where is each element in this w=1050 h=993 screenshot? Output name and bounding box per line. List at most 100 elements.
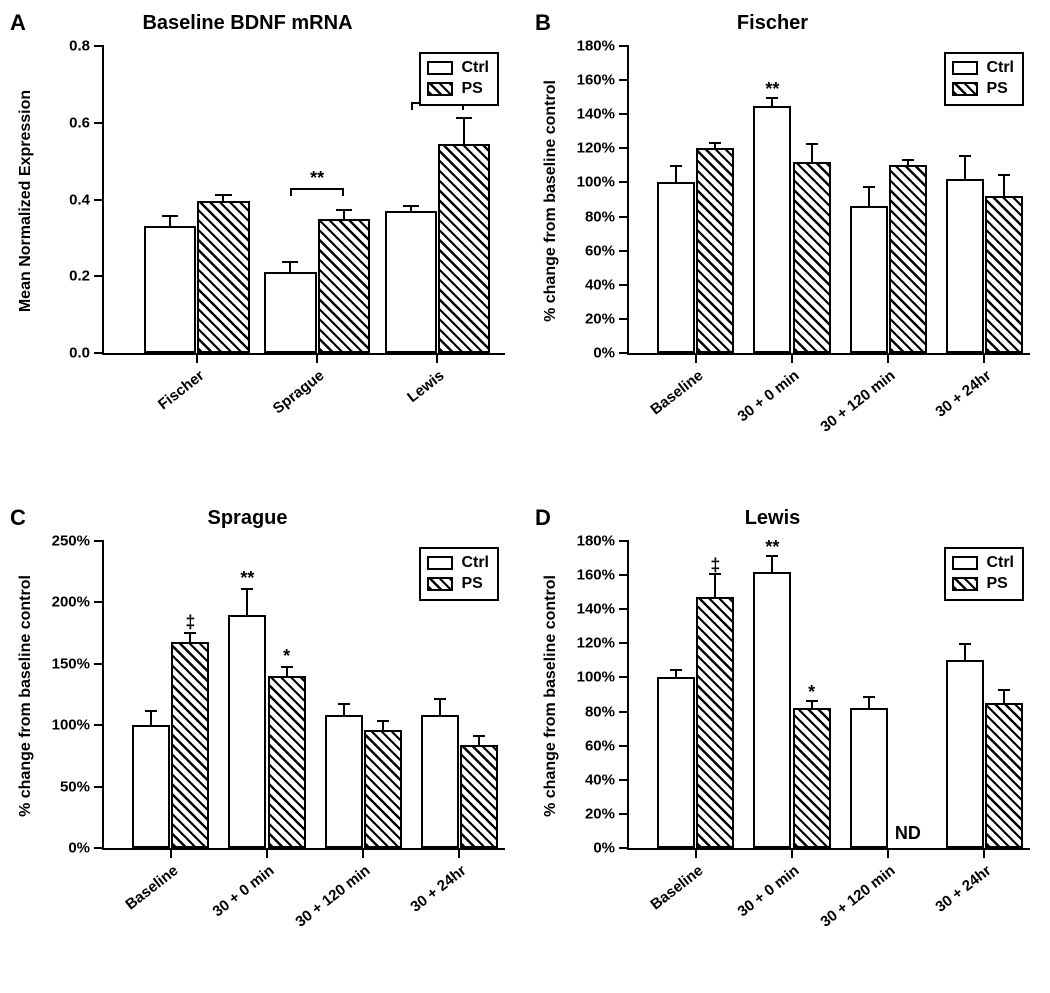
error-bar [964,643,966,660]
plot-area: 0%20%40%60%80%100%120%140%160%180%Baseli… [627,46,1030,355]
y-tick [619,79,629,81]
y-tick [619,813,629,815]
y-tick-label: 100% [577,174,615,191]
error-bar [675,165,677,182]
bar-ctrl [850,708,888,848]
bar-ps [696,148,734,353]
x-tick [170,848,172,858]
error-cap [215,194,231,196]
y-tick [619,45,629,47]
x-tick [196,353,198,363]
y-tick-label: 0% [68,840,90,857]
sig-label: ‡ [185,612,195,633]
error-cap [434,698,446,700]
sig-label: ** [310,168,324,189]
panel-c: CSprague% change from baseline control0%… [10,505,515,970]
y-tick [619,608,629,610]
x-tick-label: 30 + 0 min [734,367,802,425]
y-axis-label: % change from baseline control [12,541,40,850]
legend-item: PS [427,574,489,595]
error-cap [338,703,350,705]
x-tick-label: 30 + 120 min [293,862,374,931]
y-tick [94,601,104,603]
legend-item: PS [952,79,1014,100]
y-tick [94,724,104,726]
error-cap [959,155,971,157]
legend-item: PS [952,574,1014,595]
x-tick-label: 30 + 24hr [933,367,995,421]
bar-ctrl [753,572,791,848]
y-tick-label: 0% [593,345,615,362]
y-tick [94,122,104,124]
y-tick-label: 140% [577,601,615,618]
x-tick [695,848,697,858]
error-cap [998,689,1010,691]
panel-title: Lewis [535,507,1010,530]
bar-ctrl [850,206,888,353]
error-cap [403,205,419,207]
y-tick [619,113,629,115]
x-tick-label: Baseline [122,862,181,913]
bar-ps [985,196,1023,353]
y-tick-label: 20% [585,310,615,327]
legend: CtrlPS [419,547,499,601]
y-tick [619,147,629,149]
error-cap [377,720,389,722]
y-tick-label: 160% [577,72,615,89]
y-tick-label: 50% [60,778,90,795]
x-tick [887,353,889,363]
legend-item: Ctrl [952,553,1014,574]
error-cap [145,710,157,712]
error-bar [246,588,248,615]
panel-title: Fischer [535,12,1010,35]
y-tick-label: 0.2 [69,268,90,285]
y-axis-label: % change from baseline control [537,46,565,355]
y-tick [619,676,629,678]
error-cap [336,209,352,211]
bar-ps [171,642,209,848]
x-tick-label: 30 + 24hr [408,862,470,916]
legend-label: Ctrl [461,58,489,79]
plot-area: 0%20%40%60%80%100%120%140%160%180%Baseli… [627,541,1030,850]
bar-ctrl [946,660,984,848]
error-cap [959,643,971,645]
y-tick [94,786,104,788]
legend-swatch [952,556,978,570]
bar-ctrl [325,715,363,848]
figure-grid: ABaseline BDNF mRNAMean Normalized Expre… [10,10,1040,970]
x-tick-label: Lewis [405,367,448,406]
error-cap [806,143,818,145]
x-tick-label: Baseline [647,862,706,913]
bar-ps [793,162,831,353]
y-axis-label: % change from baseline control [537,541,565,850]
y-tick [94,199,104,201]
x-tick [362,848,364,858]
bar-ps [197,201,249,353]
plot-area: 0%50%100%150%200%250%Baseline30 + 0 min3… [102,541,505,850]
nd-label: ND [895,823,921,844]
y-tick [619,540,629,542]
error-bar [1003,174,1005,196]
legend-label: PS [461,574,482,595]
legend-item: Ctrl [952,58,1014,79]
y-tick [619,250,629,252]
y-tick-label: 200% [52,594,90,611]
legend-label: Ctrl [986,553,1014,574]
legend-swatch [427,82,453,96]
legend-label: Ctrl [461,553,489,574]
x-tick [316,353,318,363]
panel-title: Sprague [10,507,485,530]
legend-item: PS [427,79,489,100]
error-bar [1003,689,1005,703]
y-tick-label: 40% [585,771,615,788]
legend: CtrlPS [944,52,1024,106]
legend-swatch [952,82,978,96]
bar-ps [364,730,402,848]
y-tick-label: 0.8 [69,38,90,55]
y-tick [619,847,629,849]
y-tick-label: 20% [585,805,615,822]
error-cap [456,117,472,119]
y-tick [94,352,104,354]
y-tick [619,284,629,286]
y-tick-label: 0% [593,840,615,857]
